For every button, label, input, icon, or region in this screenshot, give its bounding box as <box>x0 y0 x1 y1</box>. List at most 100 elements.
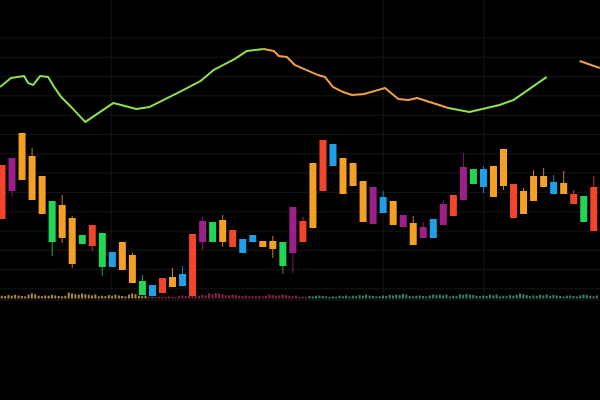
candle-body <box>38 176 46 214</box>
volume-bar <box>338 295 341 299</box>
candle-body <box>429 219 437 238</box>
candle <box>479 166 487 193</box>
volume-bar <box>552 294 555 299</box>
volume-bar <box>87 294 90 299</box>
volume-bar <box>97 296 100 299</box>
volume-bar <box>515 294 518 299</box>
volume-bar <box>174 297 177 299</box>
candle <box>279 242 287 274</box>
candle <box>289 207 297 273</box>
volume-bar <box>77 294 80 299</box>
candle <box>38 176 46 214</box>
volume-bar <box>391 295 394 299</box>
candle-body <box>68 218 76 264</box>
volume-bar <box>592 296 595 299</box>
volume-bar <box>244 295 247 299</box>
candle-body <box>219 220 227 242</box>
candle-body <box>138 281 146 295</box>
volume-bar <box>114 294 117 299</box>
candle <box>78 235 86 244</box>
volume-bar <box>40 296 43 299</box>
candle <box>590 176 598 231</box>
volume-bar <box>402 293 404 299</box>
candle <box>459 153 467 200</box>
volume-bar <box>168 296 171 299</box>
candle <box>269 236 277 258</box>
volume-bar <box>111 295 114 299</box>
volume-bar <box>54 295 57 299</box>
candle <box>189 234 197 296</box>
candle <box>369 187 377 224</box>
volume-bar <box>522 294 525 299</box>
volume-bar <box>485 295 488 299</box>
candle <box>239 239 247 253</box>
volume-bar <box>452 295 455 299</box>
volume-bar <box>579 295 582 299</box>
volume-bar <box>71 293 74 299</box>
volume-bar <box>47 295 50 299</box>
volume-bar <box>164 296 167 299</box>
volume-bar <box>475 295 478 299</box>
candle-body <box>389 201 397 225</box>
candle-body <box>439 204 447 225</box>
candle <box>489 166 497 197</box>
volume-bar <box>67 292 70 299</box>
volume-bar <box>462 295 465 299</box>
volume-bar <box>218 293 221 299</box>
candle-body <box>179 274 187 286</box>
volume-bar <box>7 295 10 299</box>
volume-bar <box>231 294 234 299</box>
volume-bar <box>74 294 77 299</box>
volume-bar <box>572 295 575 299</box>
volume-bar <box>351 295 354 299</box>
candle-body <box>299 221 307 242</box>
volume-bar <box>458 294 461 299</box>
volume-bar <box>315 295 318 299</box>
volume-bar <box>438 294 441 299</box>
candles <box>0 133 598 296</box>
volume-bar <box>341 296 344 299</box>
candle-body <box>259 241 267 247</box>
volume-bar <box>107 295 110 299</box>
volume-bar <box>157 296 160 299</box>
indicator-line-segment <box>263 48 449 109</box>
volume-bar <box>181 295 184 299</box>
volume-bar <box>258 295 261 299</box>
volume-bar <box>91 295 94 299</box>
candle-body <box>349 163 357 186</box>
candle <box>540 168 548 187</box>
volume-bar <box>385 295 388 299</box>
volume-bar <box>435 295 438 299</box>
candle <box>319 140 327 191</box>
volume-bar <box>198 295 201 299</box>
volume-bar <box>131 293 134 299</box>
volume-bar <box>328 296 331 299</box>
volume-bar <box>274 295 277 299</box>
volume-bar <box>141 296 144 299</box>
volume-bar <box>545 294 548 299</box>
volume-bar <box>539 294 542 299</box>
candle-body <box>530 176 538 201</box>
candle <box>108 252 116 267</box>
volume-bar <box>582 294 585 299</box>
candle-body <box>249 235 257 242</box>
candle-body <box>98 233 106 267</box>
candle <box>219 215 227 247</box>
candle-body <box>379 197 387 213</box>
candle-body <box>399 215 407 227</box>
candle <box>550 175 558 194</box>
candle-body <box>118 242 126 270</box>
volume-bar <box>311 296 314 299</box>
candle-body <box>158 278 166 293</box>
volume-bar <box>318 295 321 299</box>
volume-bar <box>448 296 451 299</box>
volume-bar <box>529 296 532 299</box>
candle <box>560 171 568 194</box>
volume-bar <box>465 293 468 299</box>
volume-bar <box>271 295 274 299</box>
volume-bar <box>137 295 140 299</box>
volume-bar <box>355 296 358 299</box>
candle-body <box>239 239 247 253</box>
volume-bar <box>288 295 291 299</box>
